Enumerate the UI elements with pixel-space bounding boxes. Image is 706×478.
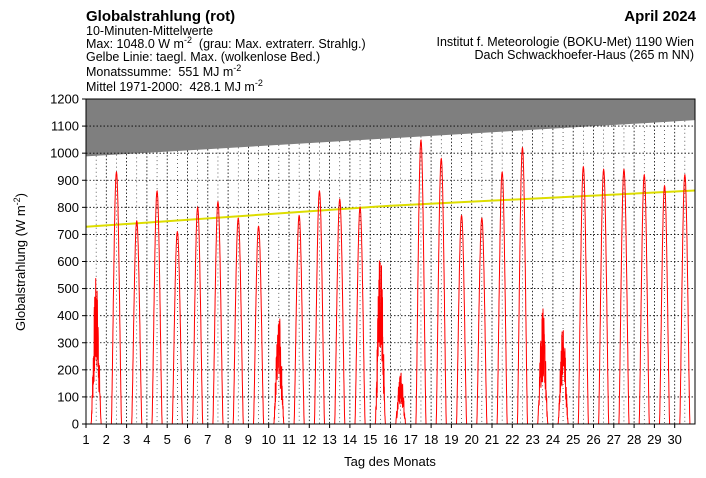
x-tick-label: 15: [363, 432, 377, 447]
radiation-day-14: [354, 206, 366, 424]
radiation-day-8: [232, 217, 244, 424]
x-tick-label: 12: [302, 432, 316, 447]
radiation-day-10: [273, 318, 285, 424]
subtitle-month-sum-text: Monatssumme: 551 MJ m: [86, 65, 234, 79]
x-tick-label: 28: [627, 432, 641, 447]
y-tick-label: 1100: [51, 119, 79, 134]
radiation-day-29: [659, 184, 671, 424]
radiation-day-25: [577, 165, 589, 424]
radiation-day-6: [192, 206, 204, 424]
radiation-day-27: [618, 168, 630, 424]
radiation-day-13: [334, 198, 346, 424]
radiation-day-15: [374, 260, 386, 424]
radiation-day-24: [557, 330, 569, 424]
x-tick-label: 30: [667, 432, 681, 447]
x-tick-label: 24: [546, 432, 560, 447]
y-tick-label: 500: [57, 281, 79, 296]
subtitle-month-sum-exp: -2: [233, 63, 242, 73]
x-tick-label: 16: [383, 432, 397, 447]
y-tick-label: 800: [57, 200, 79, 215]
x-tick-label: 22: [505, 432, 519, 447]
radiation-day-12: [313, 189, 325, 424]
y-tick-label: 300: [57, 335, 79, 350]
subtitle-max-unit-exp: -2: [183, 35, 192, 45]
institute-name: Institut f. Meteorologie (BOKU-Met) 1190…: [436, 35, 694, 49]
y-tick-label: 200: [57, 362, 79, 377]
subtitle-yellow-line: Gelbe Linie: taegl. Max. (wolkenlose Bed…: [86, 50, 321, 64]
chart-month: April 2024: [624, 8, 696, 25]
x-tick-label: 27: [607, 432, 621, 447]
x-tick-label: 10: [261, 432, 275, 447]
y-axis-label-text: Globalstrahlung (W m: [13, 205, 28, 331]
x-tick-label: 5: [164, 432, 171, 447]
x-axis-label: Tag des Monats: [344, 454, 436, 469]
y-tick-label: 400: [57, 308, 79, 323]
chart-title: Globalstrahlung (rot): [86, 8, 236, 25]
radiation-day-19: [456, 214, 468, 424]
y-tick-label: 0: [72, 417, 79, 432]
x-tick-label: 7: [204, 432, 211, 447]
y-axis-label-exp: -2: [12, 197, 22, 205]
radiation-day-18: [435, 157, 447, 424]
radiation-day-5: [171, 230, 183, 424]
x-tick-label: 4: [143, 432, 150, 447]
y-tick-label: 1000: [50, 146, 79, 161]
y-tick-label: 900: [57, 173, 79, 188]
radiation-day-30: [679, 173, 691, 424]
x-tick-label: 8: [224, 432, 231, 447]
subtitle-mean-exp: -2: [254, 78, 263, 88]
x-tick-label: 29: [647, 432, 661, 447]
y-axis-label: Globalstrahlung (W m-2): [12, 193, 28, 331]
y-axis-label-close: ): [13, 193, 28, 197]
x-tick-label: 1: [82, 432, 89, 447]
clear-sky-max-line: [85, 189, 696, 228]
x-tick-label: 2: [103, 432, 110, 447]
subtitle-mean-text: Mittel 1971-2000: 428.1 MJ m: [86, 80, 255, 94]
radiation-day-26: [598, 168, 610, 424]
x-tick-label: 25: [566, 432, 580, 447]
x-tick-label: 19: [444, 432, 458, 447]
radiation-day-23: [537, 308, 549, 424]
subtitle-max-text: Max: 1048.0 W m: [86, 37, 184, 51]
y-tick-label: 100: [57, 389, 79, 404]
x-tick-label: 3: [123, 432, 130, 447]
radiation-day-28: [638, 173, 650, 424]
extraterrestrial-area: [86, 99, 695, 157]
radiation-day-21: [496, 170, 508, 424]
subtitle-mean: Mittel 1971-2000: 428.1 MJ m-2: [86, 78, 263, 94]
radiation-day-4: [151, 189, 163, 424]
radiation-day-20: [476, 217, 488, 424]
x-tick-label: 23: [525, 432, 539, 447]
y-tick-label: 700: [57, 227, 79, 242]
radiation-day-17: [415, 139, 427, 424]
radiation-day-22: [516, 146, 528, 424]
x-tick-label: 14: [343, 432, 357, 447]
y-tick-label: 600: [57, 254, 79, 269]
x-tick-label: 26: [586, 432, 600, 447]
subtitle-max-note: (grau: Max. extraterr. Strahlg.): [191, 37, 366, 51]
x-tick-label: 17: [404, 432, 418, 447]
subtitle-max: Max: 1048.0 W m-2 (grau: Max. extraterr.…: [86, 35, 366, 51]
radiation-day-1: [90, 278, 102, 424]
radiation-day-2: [110, 170, 122, 424]
x-tick-label: 13: [322, 432, 336, 447]
radiation-day-7: [212, 200, 224, 424]
radiation-day-9: [253, 225, 265, 424]
x-tick-label: 6: [184, 432, 191, 447]
x-tick-label: 11: [282, 432, 296, 447]
subtitle-interval: 10-Minuten-Mittelwerte: [86, 24, 214, 38]
institute-location: Dach Schwackhoefer-Haus (265 m NN): [474, 48, 694, 62]
y-tick-label: 1200: [50, 92, 79, 107]
x-tick-label: 21: [485, 432, 499, 447]
subtitle-month-sum: Monatssumme: 551 MJ m-2: [86, 63, 242, 79]
radiation-day-3: [131, 220, 143, 424]
x-tick-label: 9: [245, 432, 252, 447]
x-tick-label: 18: [424, 432, 438, 447]
radiation-day-16: [395, 372, 407, 424]
x-tick-label: 20: [464, 432, 478, 447]
radiation-day-11: [293, 214, 305, 424]
